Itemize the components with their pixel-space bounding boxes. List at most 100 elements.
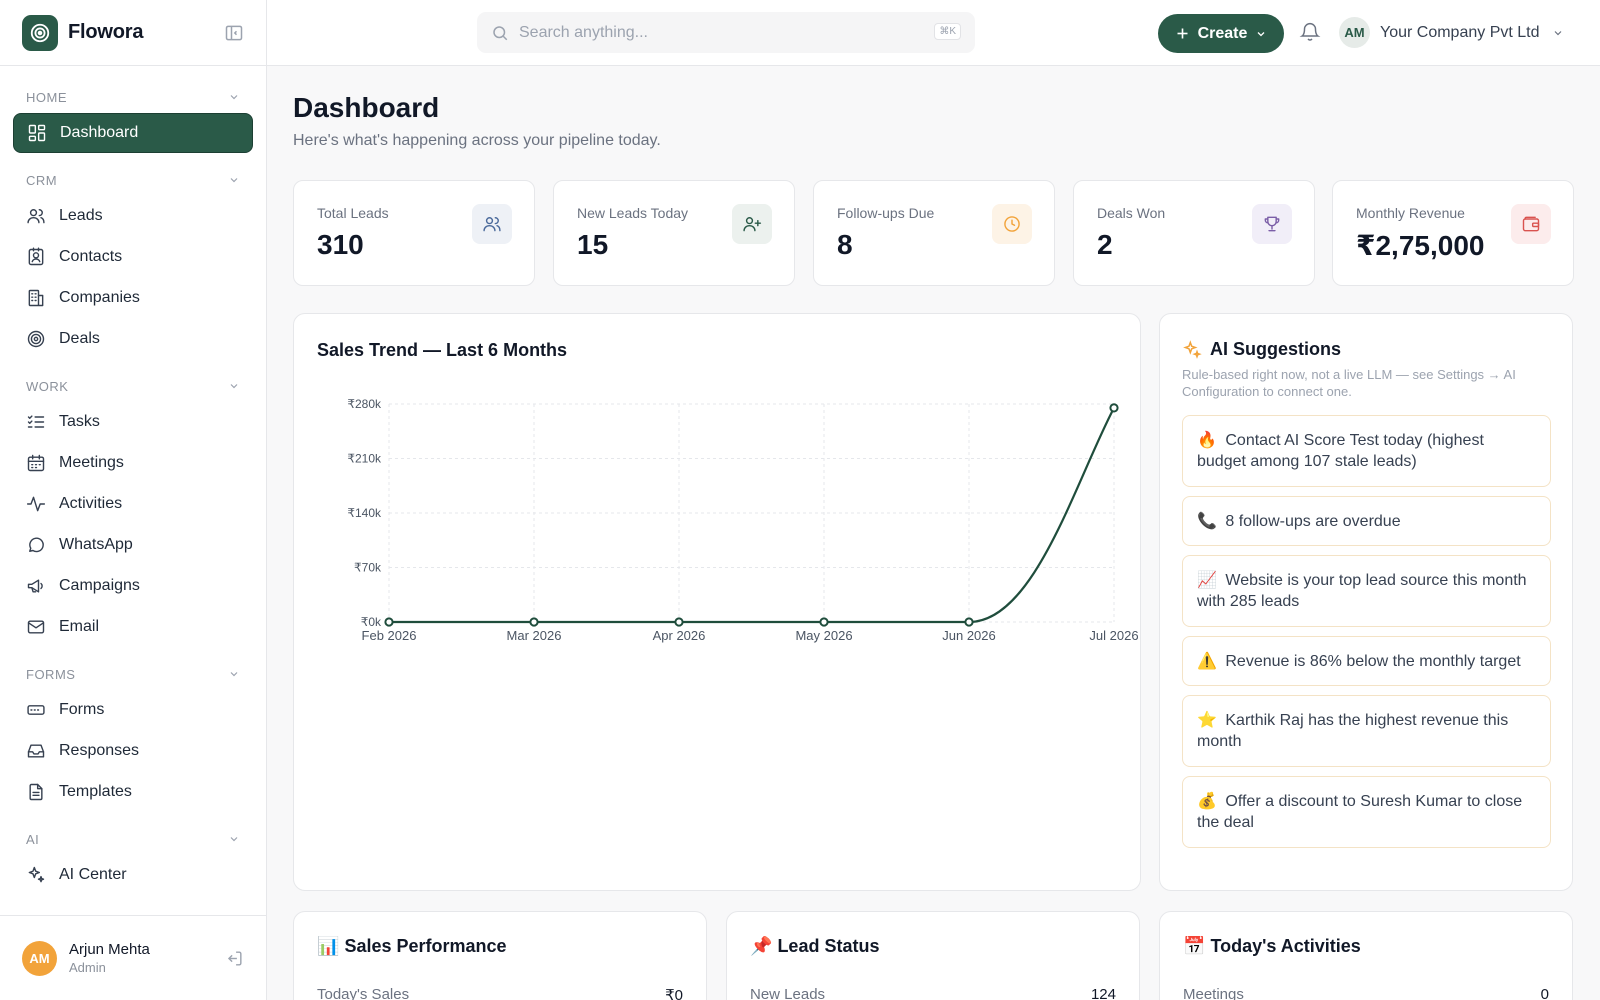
ai-suggestion-item[interactable]: 📈 Website is your top lead source this m… [1182,555,1551,627]
chart-y-tick-label: ₹0k [361,615,382,629]
card-lead-status: 📌 Lead Status New Leads 124 [726,911,1140,1000]
sidebar-item-label: Activities [59,495,123,512]
stat-value: 8 [837,229,853,260]
search-box[interactable]: ⌘K [477,12,975,53]
chevron-down-icon [228,91,240,103]
card-today-s-activities: 📅 Today's Activities Meetings 0 [1159,911,1573,1000]
chart-y-tick-label: ₹140k [347,506,382,520]
stat-label: Total Leads [317,205,389,221]
chart-data-point [674,617,684,627]
ai-suggestion-item[interactable]: ⭐ Karthik Raj has the highest revenue th… [1182,695,1551,767]
chart-data-point [819,617,829,627]
ai-title: AI Suggestions [1210,339,1342,359]
suggestion-text: 8 follow-ups are overdue [1225,512,1401,530]
nav-section-header[interactable]: AI [0,824,266,854]
plus-icon [1175,26,1190,41]
sidebar-item-label: Forms [59,701,105,718]
ai-note: Rule-based right now, not a live LLM — s… [1182,367,1516,399]
nav-section-title: AI [26,831,40,847]
checklist-icon [26,412,46,432]
sidebar-item-responses[interactable]: Responses [13,731,253,771]
company-name: Your Company Pvt Ltd [1380,23,1540,41]
sidebar-collapse-icon[interactable] [224,23,244,43]
nav-section-ai: AI AI Center [0,824,266,895]
sidebar-item-leads[interactable]: Leads [13,196,253,236]
nav-section-crm: CRM Leads Contacts Companies Deals [0,165,266,359]
stat-card-total-leads[interactable]: Total Leads 310 [293,180,535,286]
sidebar-item-templates[interactable]: Templates [13,772,253,812]
company-switcher[interactable]: AM Your Company Pvt Ltd [1339,17,1564,48]
search-shortcut: ⌘K [934,23,961,40]
sidebar-item-deals[interactable]: Deals [13,319,253,359]
suggestion-text: Website is your top lead source this mon… [1197,572,1527,610]
search-input[interactable] [519,23,919,42]
sidebar-item-forms[interactable]: Forms [13,690,253,730]
card-sales-performance: 📊 Sales Performance Today's Sales ₹0 [293,911,707,1000]
sidebar-item-email[interactable]: Email [13,607,253,647]
sidebar-item-ai-center[interactable]: AI Center [13,855,253,895]
stat-label: Monthly Revenue [1356,205,1465,221]
nav-section-title: CRM [26,172,58,188]
sidebar-item-label: Contacts [59,248,123,265]
sidebar-item-campaigns[interactable]: Campaigns [13,566,253,606]
users-icon [26,206,46,226]
ai-suggestion-item[interactable]: 🔥 Contact AI Score Test today (highest b… [1182,415,1551,487]
chevron-down-icon [228,380,240,392]
suggestion-emoji-icon: 📞 [1197,512,1217,530]
target-icon [26,329,46,349]
card-row: New Leads 124 [750,986,1116,1000]
sales-trend-chart: ₹0k ₹70k ₹140k ₹210k ₹280k Feb 2026 Mar 2026 Ap… [347,397,1138,643]
trophy-icon [1252,204,1292,244]
sidebar-item-label: Dashboard [60,124,139,141]
sparkles-icon [26,865,46,885]
nav-section-home: HOME Dashboard [0,82,266,153]
brand: Flowora [0,0,266,66]
bell-icon[interactable] [1299,20,1321,42]
ai-suggestion-item[interactable]: ⚠️ Revenue is 86% below the monthly targ… [1182,636,1551,686]
sales-trend-card: Sales Trend — Last 6 Months ₹0k ₹70k ₹140k… [293,313,1141,891]
nav-section-header[interactable]: HOME [0,82,266,112]
mail-icon [26,617,46,637]
ai-suggestion-item[interactable]: 💰 Offer a discount to Suresh Kumar to cl… [1182,776,1551,848]
form-input-icon [26,700,46,720]
chart-data-point [529,617,539,627]
stat-card-monthly-revenue[interactable]: Monthly Revenue ₹2,75,000 [1332,180,1574,286]
avatar[interactable]: AM [22,940,57,976]
user-box: AM Arjun Mehta Admin [0,915,266,1000]
logout-icon[interactable] [225,949,244,968]
chart-y-tick-label: ₹70k [354,561,382,575]
chart-data-point [964,617,974,627]
stat-card-follow-ups-due[interactable]: Follow-ups Due 8 [813,180,1055,286]
sidebar-item-companies[interactable]: Companies [13,278,253,318]
nav-section-title: FORMS [26,666,76,682]
stat-value: ₹2,75,000 [1356,230,1485,261]
sidebar-item-tasks[interactable]: Tasks [13,402,253,442]
sidebar-item-label: AI Center [59,866,127,883]
stat-value: 2 [1097,229,1113,260]
sidebar-item-label: WhatsApp [59,536,133,553]
sidebar-item-contacts[interactable]: Contacts [13,237,253,277]
ai-header: AI Suggestions [1182,339,1341,360]
sidebar-item-meetings[interactable]: Meetings [13,443,253,483]
stat-card-deals-won[interactable]: Deals Won 2 [1073,180,1315,286]
company-avatar: AM [1339,17,1370,48]
suggestion-text: Offer a discount to Suresh Kumar to clos… [1197,793,1523,831]
chart-x-tick-label: Mar 2026 [507,628,562,643]
nav-section-header[interactable]: CRM [0,165,266,195]
chart-y-tick-label: ₹210k [347,452,382,466]
nav-scroll[interactable]: HOME Dashboard CRM Leads Contacts Companies De… [0,66,266,896]
sidebar-item-activities[interactable]: Activities [13,484,253,524]
ai-suggestions-card: AI Suggestions Rule-based right now, not… [1159,313,1573,891]
nav-section-header[interactable]: WORK [0,371,266,401]
sidebar-item-whatsapp[interactable]: WhatsApp [13,525,253,565]
ai-suggestion-text: 💰 Offer a discount to Suresh Kumar to cl… [1197,791,1536,833]
card-row: Today's Sales ₹0 [317,986,683,1000]
building-icon [26,288,46,308]
create-button[interactable]: Create [1158,14,1284,53]
sidebar-item-label: Deals [59,330,100,347]
stat-card-new-leads-today[interactable]: New Leads Today 15 [553,180,795,286]
nav-section-header[interactable]: FORMS [0,659,266,689]
sidebar-item-dashboard[interactable]: Dashboard [13,113,253,153]
ai-suggestion-item[interactable]: 📞 8 follow-ups are overdue [1182,496,1551,546]
card-emoji-icon: 📊 [317,936,340,956]
